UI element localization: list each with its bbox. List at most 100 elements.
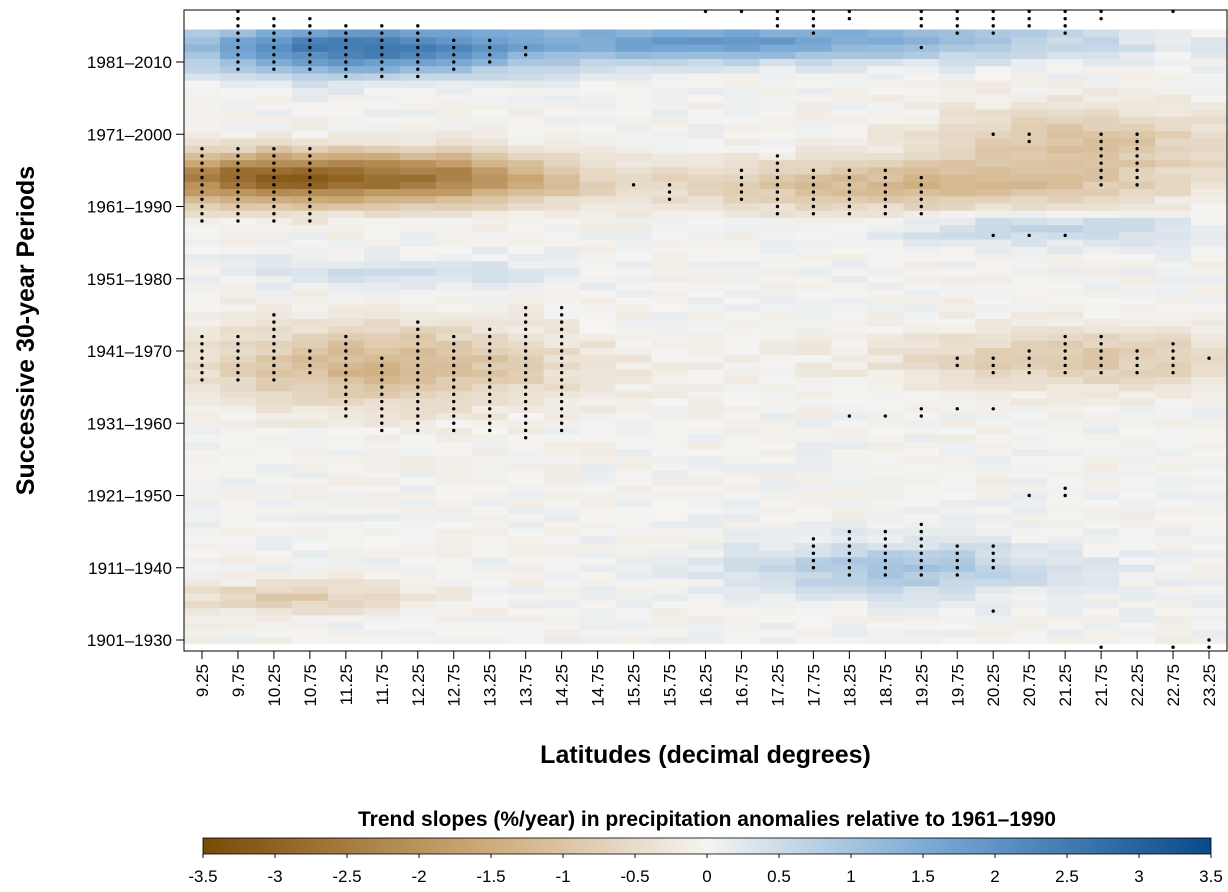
heatmap-cell: [1047, 145, 1084, 153]
heatmap-cell: [507, 477, 545, 486]
significance-dot: [272, 204, 276, 209]
heatmap-cell: [651, 419, 689, 428]
heatmap-cell: [795, 65, 832, 74]
heatmap-cell: [795, 571, 832, 580]
heatmap-cell: [723, 260, 761, 269]
significance-dot: [1171, 356, 1175, 360]
heatmap-cell: [975, 304, 1012, 312]
heatmap-cell: [1119, 296, 1156, 305]
significance-dot: [200, 334, 204, 339]
heatmap-cell: [435, 585, 473, 594]
heatmap-cell: [651, 564, 689, 572]
heatmap-cell: [1191, 520, 1228, 529]
heatmap-cell: [255, 434, 293, 442]
heatmap-cell: [507, 116, 545, 125]
heatmap-cell: [363, 210, 401, 218]
heatmap-cell: [903, 130, 940, 139]
heatmap-cell: [1155, 116, 1192, 125]
heatmap-cell: [687, 195, 725, 204]
heatmap-cell: [1047, 58, 1084, 67]
significance-dot: [667, 197, 672, 201]
significance-dot: [416, 31, 420, 35]
heatmap-cell: [795, 260, 832, 269]
heatmap-cell: [327, 629, 365, 637]
heatmap-cell: [723, 462, 761, 471]
heatmap-cell: [327, 311, 365, 320]
heatmap-cell: [363, 477, 401, 486]
y-axis: 1981–20101971–20001961–19901951–19801941…: [87, 53, 184, 650]
heatmap-cell: [184, 477, 221, 486]
heatmap-cell: [543, 289, 581, 298]
heatmap-cell: [1191, 441, 1228, 450]
heatmap-cell: [831, 455, 868, 464]
heatmap-cell: [939, 173, 976, 182]
heatmap-cell: [903, 58, 940, 67]
colorbar-tick-label: -3: [267, 867, 282, 886]
heatmap-cell: [795, 434, 832, 442]
significance-dot: [236, 45, 240, 50]
heatmap-cell: [255, 578, 293, 587]
heatmap-cell: [579, 347, 617, 356]
heatmap-cell: [1191, 43, 1228, 52]
significance-dot: [416, 421, 420, 425]
significance-dot: [1063, 334, 1067, 339]
significance-dot: [883, 204, 888, 209]
heatmap-cell: [363, 181, 401, 190]
heatmap-cell: [975, 462, 1012, 471]
significance-dot: [272, 320, 276, 324]
significance-dot: [919, 190, 923, 194]
heatmap-cell: [543, 542, 581, 551]
heatmap-cell: [723, 390, 761, 399]
heatmap-cell: [687, 239, 725, 247]
heatmap-cell: [1119, 448, 1156, 457]
heatmap-cell: [687, 390, 725, 399]
heatmap-cell: [651, 267, 689, 276]
heatmap-cell: [651, 455, 689, 464]
significance-dot: [919, 175, 923, 180]
heatmap-cell: [1011, 29, 1048, 38]
heatmap-cell: [795, 87, 832, 96]
heatmap-cell: [1119, 549, 1156, 558]
significance-dot: [883, 183, 888, 187]
heatmap-cell: [184, 513, 221, 522]
heatmap-cell: [939, 383, 976, 392]
heatmap-cell: [471, 224, 509, 233]
significance-dot: [272, 161, 276, 165]
significance-dot: [236, 356, 240, 360]
heatmap-cell: [831, 448, 868, 457]
significance-dot: [1099, 147, 1103, 151]
heatmap-cell: [291, 614, 329, 623]
significance-dot: [991, 132, 995, 136]
heatmap-cell: [723, 94, 761, 103]
significance-dot: [344, 407, 348, 411]
heatmap-cell: [471, 491, 509, 500]
significance-dot: [1135, 183, 1139, 187]
heatmap-cell: [615, 260, 653, 269]
significance-dot: [344, 342, 348, 346]
heatmap-cell: [1011, 629, 1048, 637]
heatmap-cell: [975, 448, 1012, 457]
heatmap-cell: [615, 94, 653, 103]
heatmap-cell: [615, 477, 653, 486]
significance-dot: [559, 392, 564, 397]
heatmap-cell: [687, 108, 725, 117]
heatmap-cell: [543, 181, 581, 190]
significance-dot: [344, 363, 348, 368]
significance-dot: [416, 399, 420, 404]
heatmap-cell: [687, 578, 725, 587]
heatmap-cell: [471, 130, 509, 139]
significance-dot: [523, 313, 528, 317]
heatmap-cell: [579, 108, 617, 117]
heatmap-cell: [1119, 246, 1156, 255]
heatmap-cell: [1119, 571, 1156, 580]
heatmap-cell: [1011, 36, 1048, 45]
heatmap-cell: [579, 462, 617, 471]
heatmap-cell: [795, 426, 832, 435]
heatmap-cell: [615, 282, 653, 291]
significance-dot: [847, 183, 852, 187]
heatmap-cell: [1011, 94, 1048, 103]
heatmap-cell: [327, 477, 365, 486]
heatmap-cell: [1155, 29, 1192, 38]
heatmap-cell: [327, 282, 365, 291]
